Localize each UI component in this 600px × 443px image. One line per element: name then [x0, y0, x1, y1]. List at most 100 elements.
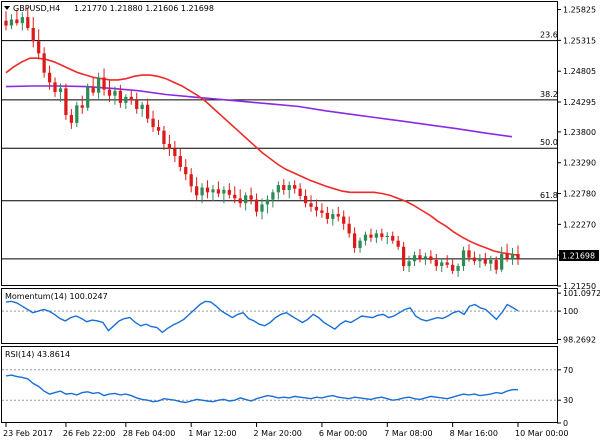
fib-level-label: 23.6: [540, 31, 558, 40]
candle-body: [396, 240, 400, 247]
candle-body: [445, 262, 449, 265]
candle-body: [4, 20, 8, 26]
candle-body: [472, 257, 477, 262]
candle-body: [42, 53, 46, 73]
candle-body: [407, 261, 411, 267]
candle-body: [418, 255, 422, 259]
candle-body: [113, 90, 117, 96]
candle-body: [309, 203, 313, 207]
candle-body: [9, 19, 14, 26]
candle-body: [265, 199, 270, 205]
price-tick-label: 1.22780: [563, 190, 596, 199]
candle-body: [494, 260, 498, 270]
time-tick-label: 6 Mar 00:00: [319, 429, 367, 438]
candle-body: [342, 216, 346, 224]
price-tick-label: 1.25315: [563, 36, 596, 45]
candle-body: [173, 148, 177, 157]
candle-body: [282, 185, 286, 190]
momentum-tick-label: 98.2692: [563, 335, 596, 344]
candle-body: [325, 212, 329, 219]
candle-body: [162, 130, 166, 144]
rsi-tick-label: 30: [563, 396, 573, 405]
candle-body: [167, 144, 172, 149]
candle-body: [293, 185, 297, 189]
time-axis: 23 Feb 2017 26 Feb 22:00 28 Feb 04:00 1 Mar…: [3, 423, 568, 438]
momentum-line: [5, 300, 519, 334]
rsi-line: [5, 374, 519, 404]
moving-averages: [5, 57, 519, 256]
price-axis: 1.25825 1.25315 1.24805 1.24295 1.23800 1.232…: [557, 6, 596, 291]
time-tick-label: 7 Mar 08:00: [384, 429, 432, 438]
candle-body: [298, 188, 302, 196]
candle-body: [64, 88, 68, 115]
candle-body: [429, 256, 433, 261]
candle-body: [374, 233, 379, 238]
candle-body: [505, 253, 509, 259]
candle-body: [96, 77, 101, 93]
rsi-tick-label: 70: [563, 366, 573, 375]
triangle-down-icon[interactable]: [4, 6, 10, 10]
candle-body: [451, 264, 455, 271]
ema-line: [5, 57, 519, 256]
candle-body: [184, 166, 188, 175]
time-tick-label: 2 Mar 20:00: [254, 429, 302, 438]
candle-body: [86, 86, 90, 108]
candle-body: [58, 88, 63, 93]
candle-body: [440, 262, 444, 267]
candle-body: [124, 96, 128, 103]
candle-body: [391, 235, 395, 241]
candle-body: [151, 118, 155, 128]
fib-level-label: 50.0: [540, 138, 558, 147]
momentum-indicator: 101.0972 100 98.2692: [2, 289, 600, 344]
candle-body: [107, 89, 112, 96]
candle-body: [47, 72, 52, 83]
candle-body: [358, 240, 362, 248]
time-tick-label: 8 Mar 16:00: [450, 429, 498, 438]
price-tick-label: 1.23800: [563, 128, 596, 137]
candle-body: [331, 214, 335, 219]
price-tick-label: 1.24295: [563, 98, 596, 107]
candle-body: [20, 17, 24, 24]
price-tick-label: 1.25825: [563, 6, 596, 15]
momentum-tick-label: 101.0972: [563, 289, 600, 298]
candle-body: [129, 96, 133, 101]
candle-body: [336, 214, 340, 217]
candle-body: [461, 250, 466, 267]
time-tick-label: 1 Mar 12:00: [188, 429, 236, 438]
candle-body: [412, 255, 417, 262]
candle-body: [205, 187, 210, 193]
rsi-indicator: 70 30 0: [2, 366, 573, 428]
sma-line: [5, 85, 513, 138]
candle-body: [303, 195, 308, 204]
candle-body: [314, 206, 319, 211]
candle-body: [254, 199, 259, 212]
candle-body: [423, 256, 428, 259]
candle-body: [483, 258, 487, 264]
candle-body: [516, 253, 520, 259]
candle-body: [118, 90, 123, 103]
candle-body: [385, 235, 389, 238]
candle-body: [276, 185, 280, 193]
fib-level-label: 38.2: [540, 90, 558, 99]
candle-body: [102, 77, 106, 90]
current-price-marker: [559, 250, 599, 261]
candle-body: [401, 246, 406, 267]
candle-body: [434, 260, 438, 267]
candle-body: [75, 105, 79, 123]
candle-body: [244, 195, 248, 204]
candle-body: [249, 195, 253, 200]
candle-body: [15, 19, 19, 24]
candle-body: [238, 198, 242, 204]
candle-body: [456, 266, 460, 271]
rsi-panel[interactable]: [1, 346, 558, 423]
candle-body: [287, 185, 291, 190]
time-tick-label: 28 Feb 04:00: [123, 429, 175, 438]
candle-body: [369, 234, 373, 238]
candle-body: [271, 192, 275, 200]
candle-body: [156, 127, 161, 131]
momentum-title: Momentum(14) 100.0247: [5, 292, 108, 301]
candle-body: [53, 82, 57, 93]
candle-body: [211, 189, 215, 193]
price-tick-label: 1.23290: [563, 159, 596, 168]
